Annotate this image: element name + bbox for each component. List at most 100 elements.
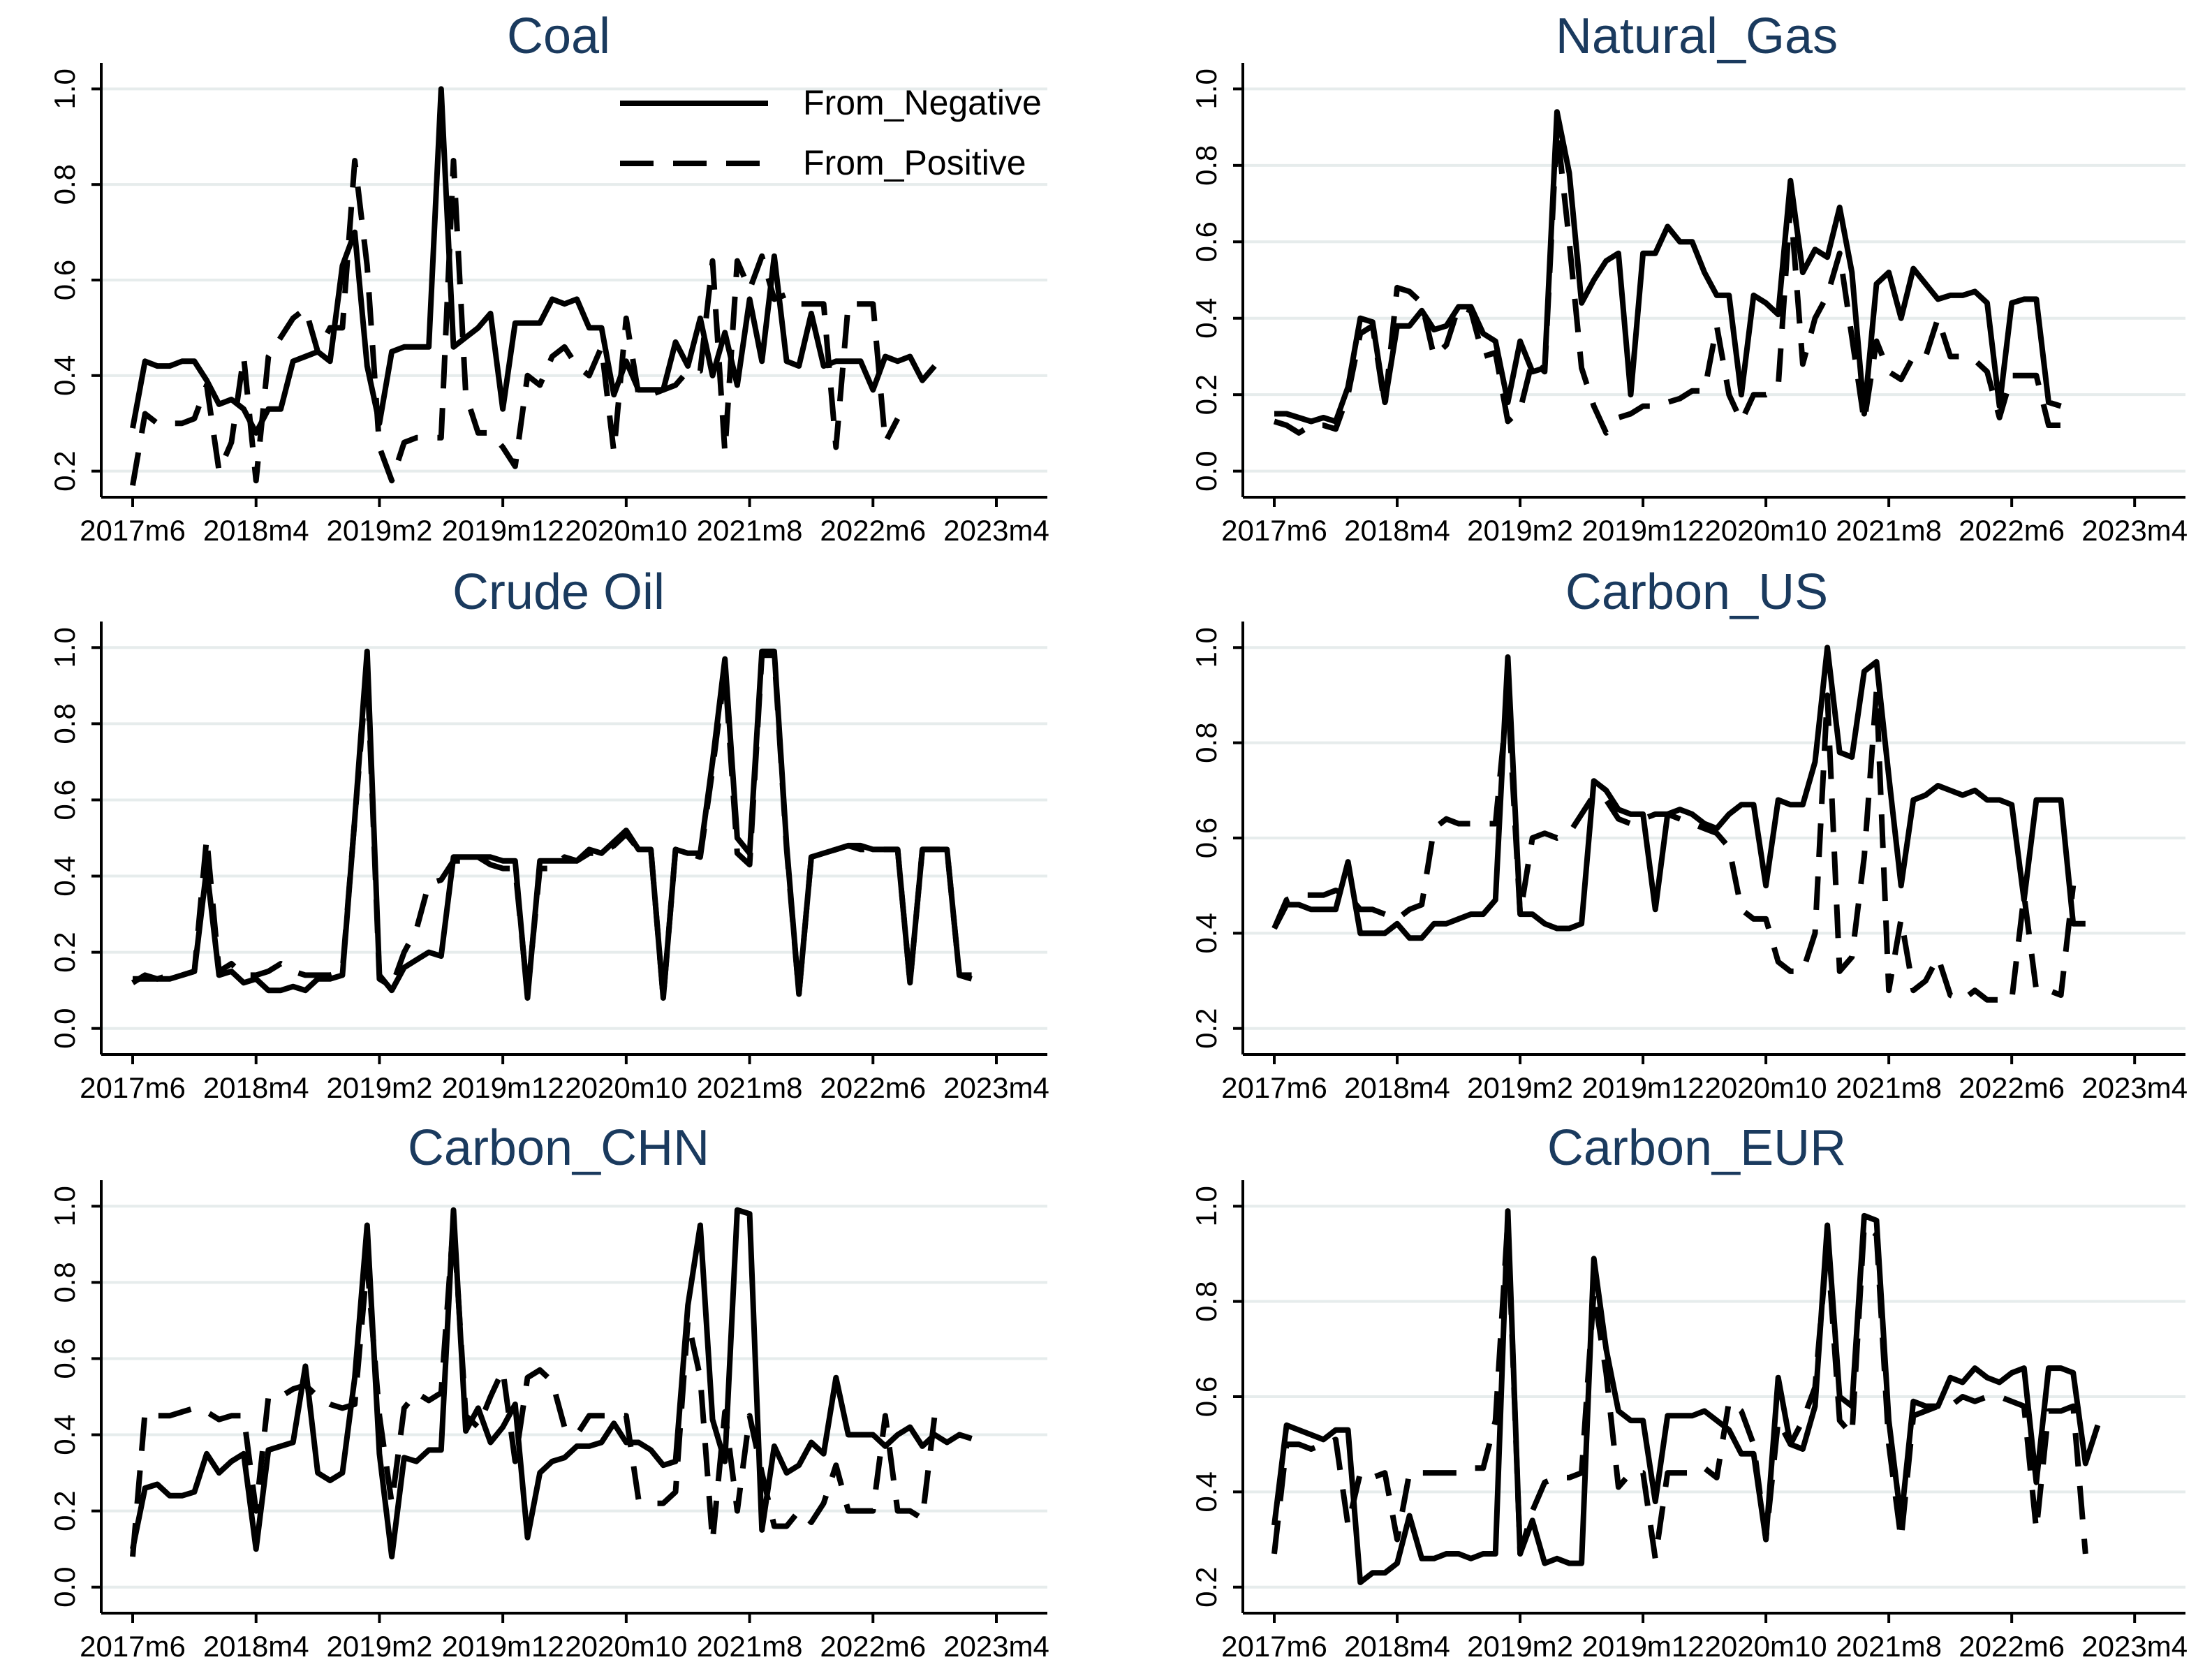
carbon-us-series-from-positive — [1271, 687, 2077, 1003]
carbon-eur-y-tick-label: 0.6 — [1190, 1376, 1223, 1417]
coal-y-tick-label: 0.4 — [48, 355, 81, 396]
natural-gas-series-from-negative — [1274, 109, 2062, 425]
coal-y-tick-label: 0.6 — [48, 260, 81, 300]
carbon-eur-y-tick-label: 0.4 — [1190, 1471, 1223, 1512]
coal-x-tick-label: 2017m6 — [80, 514, 186, 547]
crude-oil-series-from-positive — [131, 652, 973, 1001]
crude-oil-x-tick-label: 2019m12 — [442, 1071, 564, 1104]
coal-x-tick-label: 2022m6 — [820, 514, 926, 547]
carbon-chn-x-tick-label: 2019m12 — [442, 1630, 564, 1663]
carbon-eur-x-tick-label: 2021m8 — [1836, 1630, 1942, 1663]
legend-label-positive: From_Positive — [803, 143, 1026, 182]
carbon-chn-x-tick-label: 2021m8 — [697, 1630, 803, 1663]
carbon-chn-x-tick-label: 2018m4 — [203, 1630, 309, 1663]
coal-series-from-positive — [130, 158, 901, 486]
carbon-eur-title: Carbon_EUR — [1547, 1120, 1846, 1176]
carbon-chn-series-from-positive — [130, 1219, 949, 1557]
natural-gas-series-from-positive — [1273, 124, 2061, 436]
crude-oil-y-tick-label: 0.2 — [48, 932, 81, 972]
coal-x-tick-label: 2020m10 — [565, 514, 687, 547]
legend-label-negative: From_Negative — [803, 83, 1042, 122]
carbon-us-title: Carbon_US — [1565, 564, 1828, 620]
natural-gas-y-tick-label: 0.8 — [1190, 145, 1223, 186]
natural-gas-y-tick-label: 0.4 — [1190, 298, 1223, 339]
carbon-eur-y-tick-label: 0.2 — [1190, 1567, 1223, 1608]
carbon-eur-x-tick-label: 2019m2 — [1467, 1630, 1573, 1663]
natural-gas-x-tick-label: 2019m2 — [1467, 514, 1573, 547]
carbon-eur-x-tick-label: 2019m12 — [1582, 1630, 1704, 1663]
natural-gas-x-tick-label: 2020m10 — [1705, 514, 1827, 547]
carbon-us-x-tick-label: 2019m2 — [1467, 1071, 1573, 1104]
carbon-chn-x-tick-label: 2017m6 — [80, 1630, 186, 1663]
panel-carbon-us: Carbon_US 0.2 0.4 0.6 0.8 1.0 2017m6 2018m4 2019… — [1190, 564, 2188, 1104]
natural-gas-x-tick-label: 2019m12 — [1582, 514, 1704, 547]
carbon-chn-x-tick-label: 2020m10 — [565, 1630, 687, 1663]
carbon-eur-series-from-positive — [1271, 1217, 2088, 1561]
crude-oil-x-tick-label: 2021m8 — [697, 1071, 803, 1104]
carbon-chn-y-tick-label: 0.8 — [48, 1262, 81, 1302]
natural-gas-y-tick-label: 1.0 — [1190, 68, 1223, 109]
coal-series-from-negative — [130, 86, 937, 436]
coal-x-tick-label: 2021m8 — [697, 514, 803, 547]
carbon-us-x-tick-label: 2018m4 — [1344, 1071, 1450, 1104]
carbon-eur-x-tick-label: 2020m10 — [1705, 1630, 1827, 1663]
carbon-us-y-tick-label: 1.0 — [1190, 627, 1223, 668]
carbon-us-x-tick-label: 2022m6 — [1959, 1071, 2065, 1104]
carbon-chn-y-tick-label: 0.4 — [48, 1414, 81, 1455]
carbon-us-y-tick-label: 0.6 — [1190, 818, 1223, 858]
carbon-chn-y-tick-label: 0.2 — [48, 1490, 81, 1531]
carbon-eur-x-tick-label: 2017m6 — [1221, 1630, 1327, 1663]
crude-oil-y-tick-label: 1.0 — [48, 627, 81, 668]
carbon-chn-x-tick-label: 2022m6 — [820, 1630, 926, 1663]
natural-gas-title: Natural_Gas — [1556, 8, 1838, 64]
natural-gas-y-tick-label: 0.0 — [1190, 450, 1223, 491]
carbon-us-x-tick-label: 2020m10 — [1705, 1071, 1827, 1104]
carbon-chn-series-from-negative — [130, 1207, 973, 1560]
carbon-us-series-from-negative — [1271, 645, 2086, 941]
carbon-us-x-tick-label: 2017m6 — [1221, 1071, 1327, 1104]
coal-x-tick-label: 2018m4 — [203, 514, 309, 547]
crude-oil-y-tick-label: 0.0 — [48, 1008, 81, 1049]
carbon-us-x-tick-label: 2019m12 — [1582, 1071, 1704, 1104]
crude-oil-x-tick-label: 2017m6 — [80, 1071, 186, 1104]
carbon-eur-x-tick-label: 2018m4 — [1344, 1630, 1450, 1663]
natural-gas-x-tick-label: 2021m8 — [1836, 514, 1942, 547]
carbon-eur-series-from-negative — [1271, 1208, 2101, 1585]
coal-y-tick-label: 0.2 — [48, 450, 81, 491]
carbon-chn-y-tick-label: 1.0 — [48, 1186, 81, 1226]
natural-gas-y-tick-label: 0.2 — [1190, 374, 1223, 415]
natural-gas-x-tick-label: 2017m6 — [1221, 514, 1327, 547]
natural-gas-x-tick-label: 2023m4 — [2081, 514, 2188, 547]
natural-gas-y-tick-label: 0.6 — [1190, 221, 1223, 262]
crude-oil-x-tick-label: 2018m4 — [203, 1071, 309, 1104]
crude-oil-y-tick-label: 0.4 — [48, 855, 81, 896]
crude-oil-y-tick-label: 0.8 — [48, 703, 81, 744]
crude-oil-y-tick-label: 0.6 — [48, 779, 81, 820]
crude-oil-title: Crude Oil — [452, 564, 665, 620]
coal-y-tick-label: 1.0 — [48, 68, 81, 109]
carbon-chn-x-tick-label: 2019m2 — [327, 1630, 433, 1663]
panel-coal: Coal 0.2 0.4 0.6 0.8 1.0 2017m6 2018m4 2019m2 201… — [48, 8, 1049, 547]
legend: From_Negative From_Positive — [620, 83, 1042, 182]
crude-oil-x-tick-label: 2023m4 — [943, 1071, 1049, 1104]
carbon-eur-x-tick-label: 2022m6 — [1959, 1630, 2065, 1663]
carbon-us-y-tick-label: 0.8 — [1190, 722, 1223, 763]
carbon-us-y-tick-label: 0.4 — [1190, 913, 1223, 953]
crude-oil-series-from-negative — [133, 648, 972, 1001]
carbon-eur-y-tick-label: 0.8 — [1190, 1281, 1223, 1321]
coal-x-tick-label: 2019m12 — [442, 514, 564, 547]
natural-gas-x-tick-label: 2018m4 — [1344, 514, 1450, 547]
coal-x-tick-label: 2019m2 — [327, 514, 433, 547]
crude-oil-x-tick-label: 2020m10 — [565, 1071, 687, 1104]
carbon-eur-y-tick-label: 1.0 — [1190, 1186, 1223, 1226]
carbon-chn-x-tick-label: 2023m4 — [943, 1630, 1049, 1663]
carbon-chn-title: Carbon_CHN — [408, 1120, 709, 1176]
crude-oil-x-tick-label: 2022m6 — [820, 1071, 926, 1104]
panel-carbon-eur: Carbon_EUR 0.2 0.4 0.6 0.8 1.0 2017m6 2018m4 201… — [1190, 1120, 2188, 1663]
carbon-chn-y-tick-label: 0.6 — [48, 1338, 81, 1379]
panel-natural-gas: Natural_Gas 0.0 0.2 0.4 0.6 0.8 1.0 2017m6 2018m… — [1190, 8, 2188, 547]
crude-oil-x-tick-label: 2019m2 — [327, 1071, 433, 1104]
coal-title: Coal — [507, 8, 610, 64]
panel-crude-oil: Crude Oil 0.0 0.2 0.4 0.6 0.8 1.0 2017m6 2018m4 2… — [48, 564, 1049, 1104]
